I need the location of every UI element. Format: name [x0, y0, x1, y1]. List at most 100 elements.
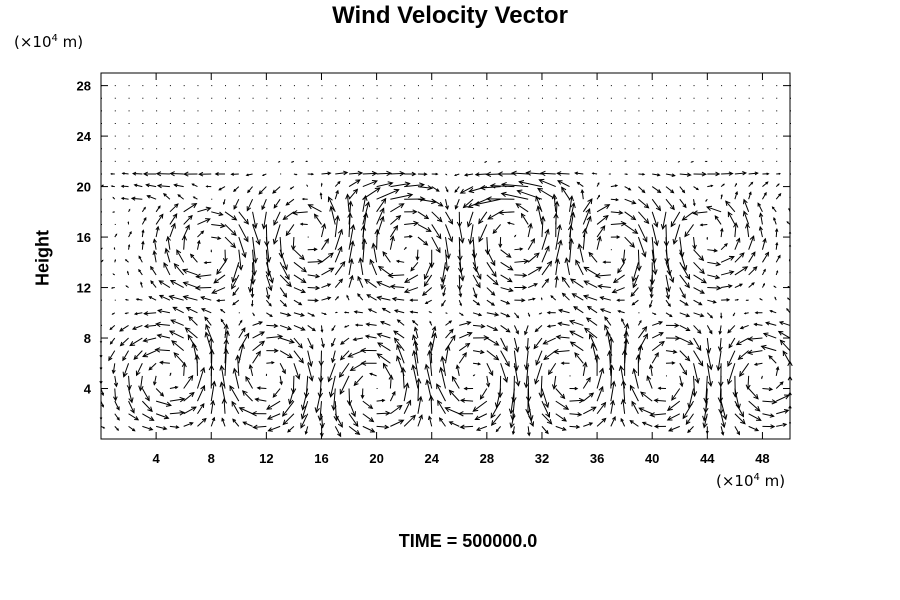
vector-arrow [561, 292, 570, 301]
vector-arrow [126, 270, 130, 276]
vector-arrow [424, 363, 433, 389]
vector-arrow [396, 343, 405, 364]
vector-arrow [542, 337, 556, 345]
vector-arrow [303, 375, 310, 399]
vector-arrow [513, 234, 517, 238]
vector-arrow [171, 340, 185, 352]
vector-arrow [534, 325, 543, 333]
vector-arrow [561, 276, 570, 288]
vector-arrow [692, 210, 708, 216]
vector-arrow [442, 287, 446, 297]
vector-arrow [154, 347, 170, 353]
vector-arrow [762, 332, 777, 339]
vector-arrow [568, 319, 584, 326]
vector-arrow [256, 386, 267, 390]
vector-arrow [588, 333, 598, 351]
vector-arrow [235, 354, 241, 376]
vector-arrow [142, 413, 155, 421]
vector-arrow [474, 413, 488, 421]
vector-arrow [307, 273, 321, 279]
vector-arrow [279, 299, 288, 308]
vector-arrow [376, 181, 394, 188]
vector-arrow [155, 225, 160, 238]
vector-arrow [693, 249, 705, 262]
vector-arrow [181, 268, 198, 276]
vector-arrow [327, 196, 336, 213]
chart-title: Wind Velocity Vector [332, 2, 568, 29]
vector-arrow [569, 341, 584, 352]
vector-arrow [293, 363, 301, 380]
vector-arrow [489, 183, 515, 189]
vector-arrow [759, 298, 763, 301]
vector-arrow [404, 209, 418, 215]
vector-arrow [282, 400, 295, 417]
vector-arrow [291, 210, 308, 216]
vector-arrow [537, 187, 556, 200]
vector-arrow [280, 312, 292, 317]
vector-arrow [348, 188, 359, 200]
vector-arrow [786, 307, 791, 314]
vector-arrow [204, 316, 212, 326]
vector-arrow [459, 320, 472, 326]
vector-arrow [211, 236, 222, 240]
vector-arrow [720, 227, 724, 238]
vector-arrow [155, 425, 168, 431]
vector-arrow [774, 296, 777, 301]
vector-arrow [221, 397, 228, 414]
vector-arrow [513, 350, 519, 372]
vector-arrow [369, 258, 378, 276]
vector-arrow [473, 335, 490, 341]
vector-arrow [665, 335, 681, 341]
vector-arrow [705, 198, 708, 202]
vector-arrow [340, 337, 350, 345]
vector-arrow [428, 311, 432, 314]
vector-arrow [703, 375, 709, 404]
vector-arrow [720, 183, 725, 187]
vector-arrow [331, 337, 336, 348]
x-tick-label-5: 24 [424, 451, 439, 466]
vector-arrow [376, 281, 391, 289]
vector-arrow [321, 267, 335, 276]
vector-arrow [183, 202, 198, 213]
vector-arrow [353, 375, 364, 387]
vector-arrow [415, 377, 422, 402]
vector-arrow [232, 287, 240, 297]
vector-arrow [788, 404, 792, 414]
vector-arrow [100, 259, 104, 263]
vector-arrow [693, 350, 704, 367]
vector-arrow [599, 308, 612, 314]
vector-arrow [198, 171, 212, 177]
vector-arrow [197, 230, 205, 238]
vector-arrow [389, 224, 399, 238]
vector-arrow [748, 191, 752, 200]
vector-arrow [629, 420, 639, 427]
vector-arrow [423, 274, 433, 287]
vector-arrow [238, 224, 249, 243]
vector-arrow [343, 311, 350, 314]
vector-arrow [266, 312, 273, 318]
vector-arrow [377, 342, 391, 352]
vector-arrow [138, 375, 144, 392]
vector-arrow [638, 325, 648, 339]
vector-arrow [197, 206, 212, 213]
vector-arrow [672, 224, 681, 245]
vector-arrow [409, 310, 419, 314]
vector-arrow [582, 376, 591, 389]
vector-arrow [113, 388, 118, 402]
vector-arrow [467, 198, 488, 208]
vector-arrow [114, 258, 117, 263]
vector-arrow [99, 375, 103, 385]
vector-arrow [528, 297, 536, 301]
vector-arrow [335, 311, 338, 314]
vector-arrow [720, 255, 735, 263]
vector-arrow [486, 262, 497, 278]
vector-arrow [651, 211, 659, 228]
vector-arrow [693, 312, 705, 318]
vector-arrow [664, 237, 670, 264]
vector-arrow [169, 222, 176, 238]
vector-arrow [776, 172, 782, 175]
vector-arrow [381, 307, 391, 314]
vector-arrow [445, 334, 456, 351]
vector-arrow [279, 350, 293, 359]
x-tick-label-0: 4 [153, 451, 161, 466]
